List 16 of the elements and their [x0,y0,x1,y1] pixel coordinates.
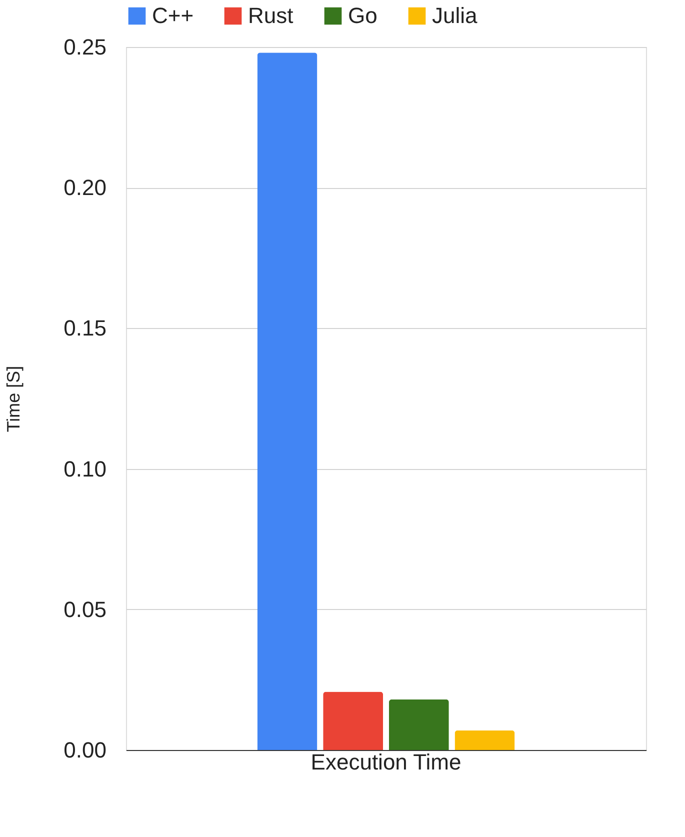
y-tick-label: 0.05 [64,596,106,622]
y-tick-label: 0.15 [64,316,106,341]
legend-label: C++ [152,3,194,28]
bar [388,699,449,750]
y-tick-label: 0.00 [64,738,106,762]
legend-label: Go [348,3,378,28]
y-tick-label: 0.10 [64,456,106,482]
y-tick-label: 0.20 [64,175,106,200]
bar [257,52,318,750]
legend-label: Rust [248,3,294,28]
bar [323,692,384,750]
y-axis-title: Time [S] [4,366,24,432]
bar [454,730,515,750]
y-tick-label: 0.25 [64,34,106,60]
x-tick-label: Execution Time [310,750,462,774]
legend-label: Julia [432,3,478,28]
